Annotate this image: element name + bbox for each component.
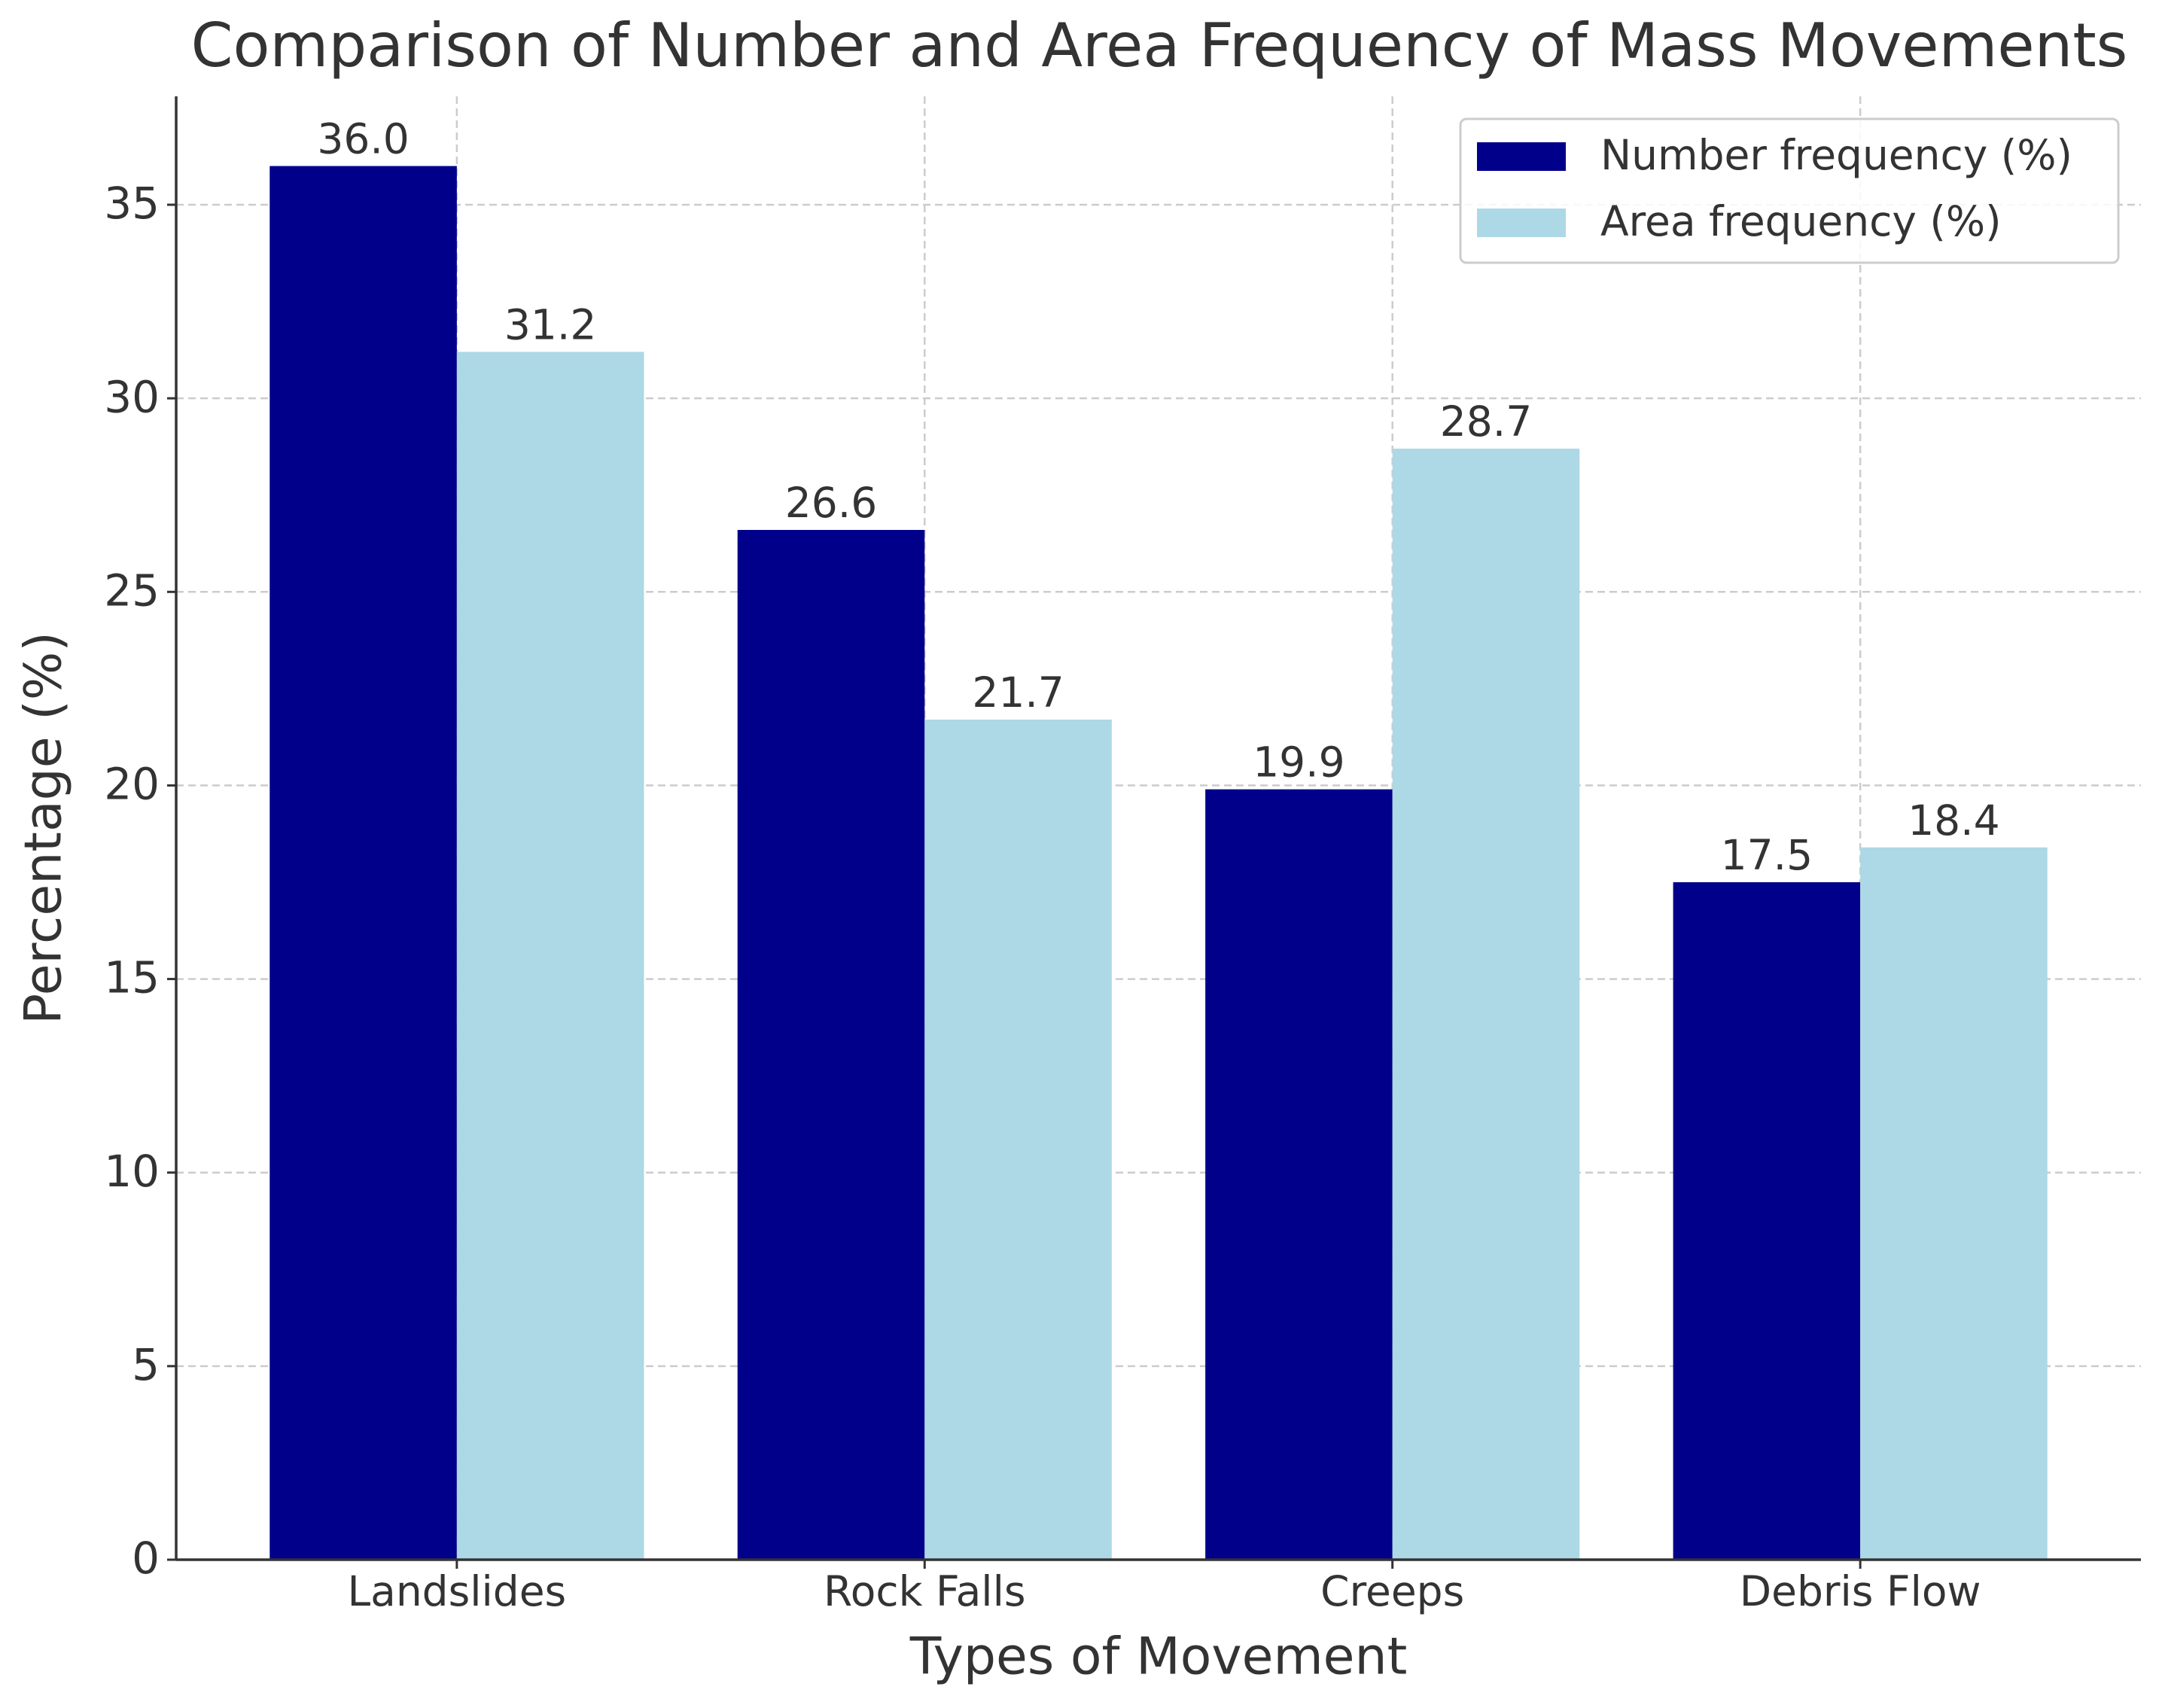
bar bbox=[1673, 882, 1861, 1560]
legend-label: Area frequency (%) bbox=[1600, 197, 2002, 245]
x-axis-label: Types of Movement bbox=[909, 1627, 1408, 1687]
value-label: 28.7 bbox=[1440, 397, 1532, 446]
y-tick-label: 35 bbox=[104, 178, 160, 229]
y-tick-label: 0 bbox=[132, 1533, 160, 1584]
chart-title: Comparison of Number and Area Frequency … bbox=[191, 11, 2128, 81]
value-label: 36.0 bbox=[317, 115, 409, 163]
bar bbox=[924, 720, 1112, 1560]
x-tick-label: Debris Flow bbox=[1740, 1567, 1981, 1615]
value-label: 19.9 bbox=[1253, 738, 1344, 787]
x-tick-label: Creeps bbox=[1320, 1567, 1464, 1615]
legend-swatch bbox=[1477, 142, 1566, 171]
legend-label: Number frequency (%) bbox=[1600, 131, 2072, 179]
value-label: 21.7 bbox=[972, 668, 1064, 717]
value-label: 31.2 bbox=[504, 301, 596, 349]
y-tick-label: 5 bbox=[132, 1339, 160, 1390]
bar bbox=[456, 352, 644, 1560]
legend-swatch bbox=[1477, 209, 1566, 237]
legend: Number frequency (%) Area frequency (%) bbox=[1459, 117, 2120, 264]
bar bbox=[1205, 789, 1393, 1560]
legend-box bbox=[1459, 117, 2120, 264]
y-tick-label: 15 bbox=[104, 952, 160, 1003]
bar bbox=[269, 166, 457, 1560]
y-tick-label: 30 bbox=[104, 371, 160, 422]
bar bbox=[1860, 847, 2048, 1560]
bar bbox=[1392, 449, 1580, 1560]
y-axis-label: Percentage (%) bbox=[14, 632, 74, 1024]
value-label: 17.5 bbox=[1721, 831, 1813, 879]
x-tick-label: Landslides bbox=[347, 1567, 566, 1615]
bar bbox=[737, 530, 925, 1560]
value-label: 18.4 bbox=[1908, 796, 1999, 845]
value-label: 26.6 bbox=[785, 479, 877, 527]
y-tick-label: 20 bbox=[104, 759, 160, 810]
y-tick-label: 25 bbox=[104, 565, 160, 616]
y-tick-label: 10 bbox=[104, 1146, 160, 1197]
x-tick-label: Rock Falls bbox=[824, 1567, 1025, 1615]
